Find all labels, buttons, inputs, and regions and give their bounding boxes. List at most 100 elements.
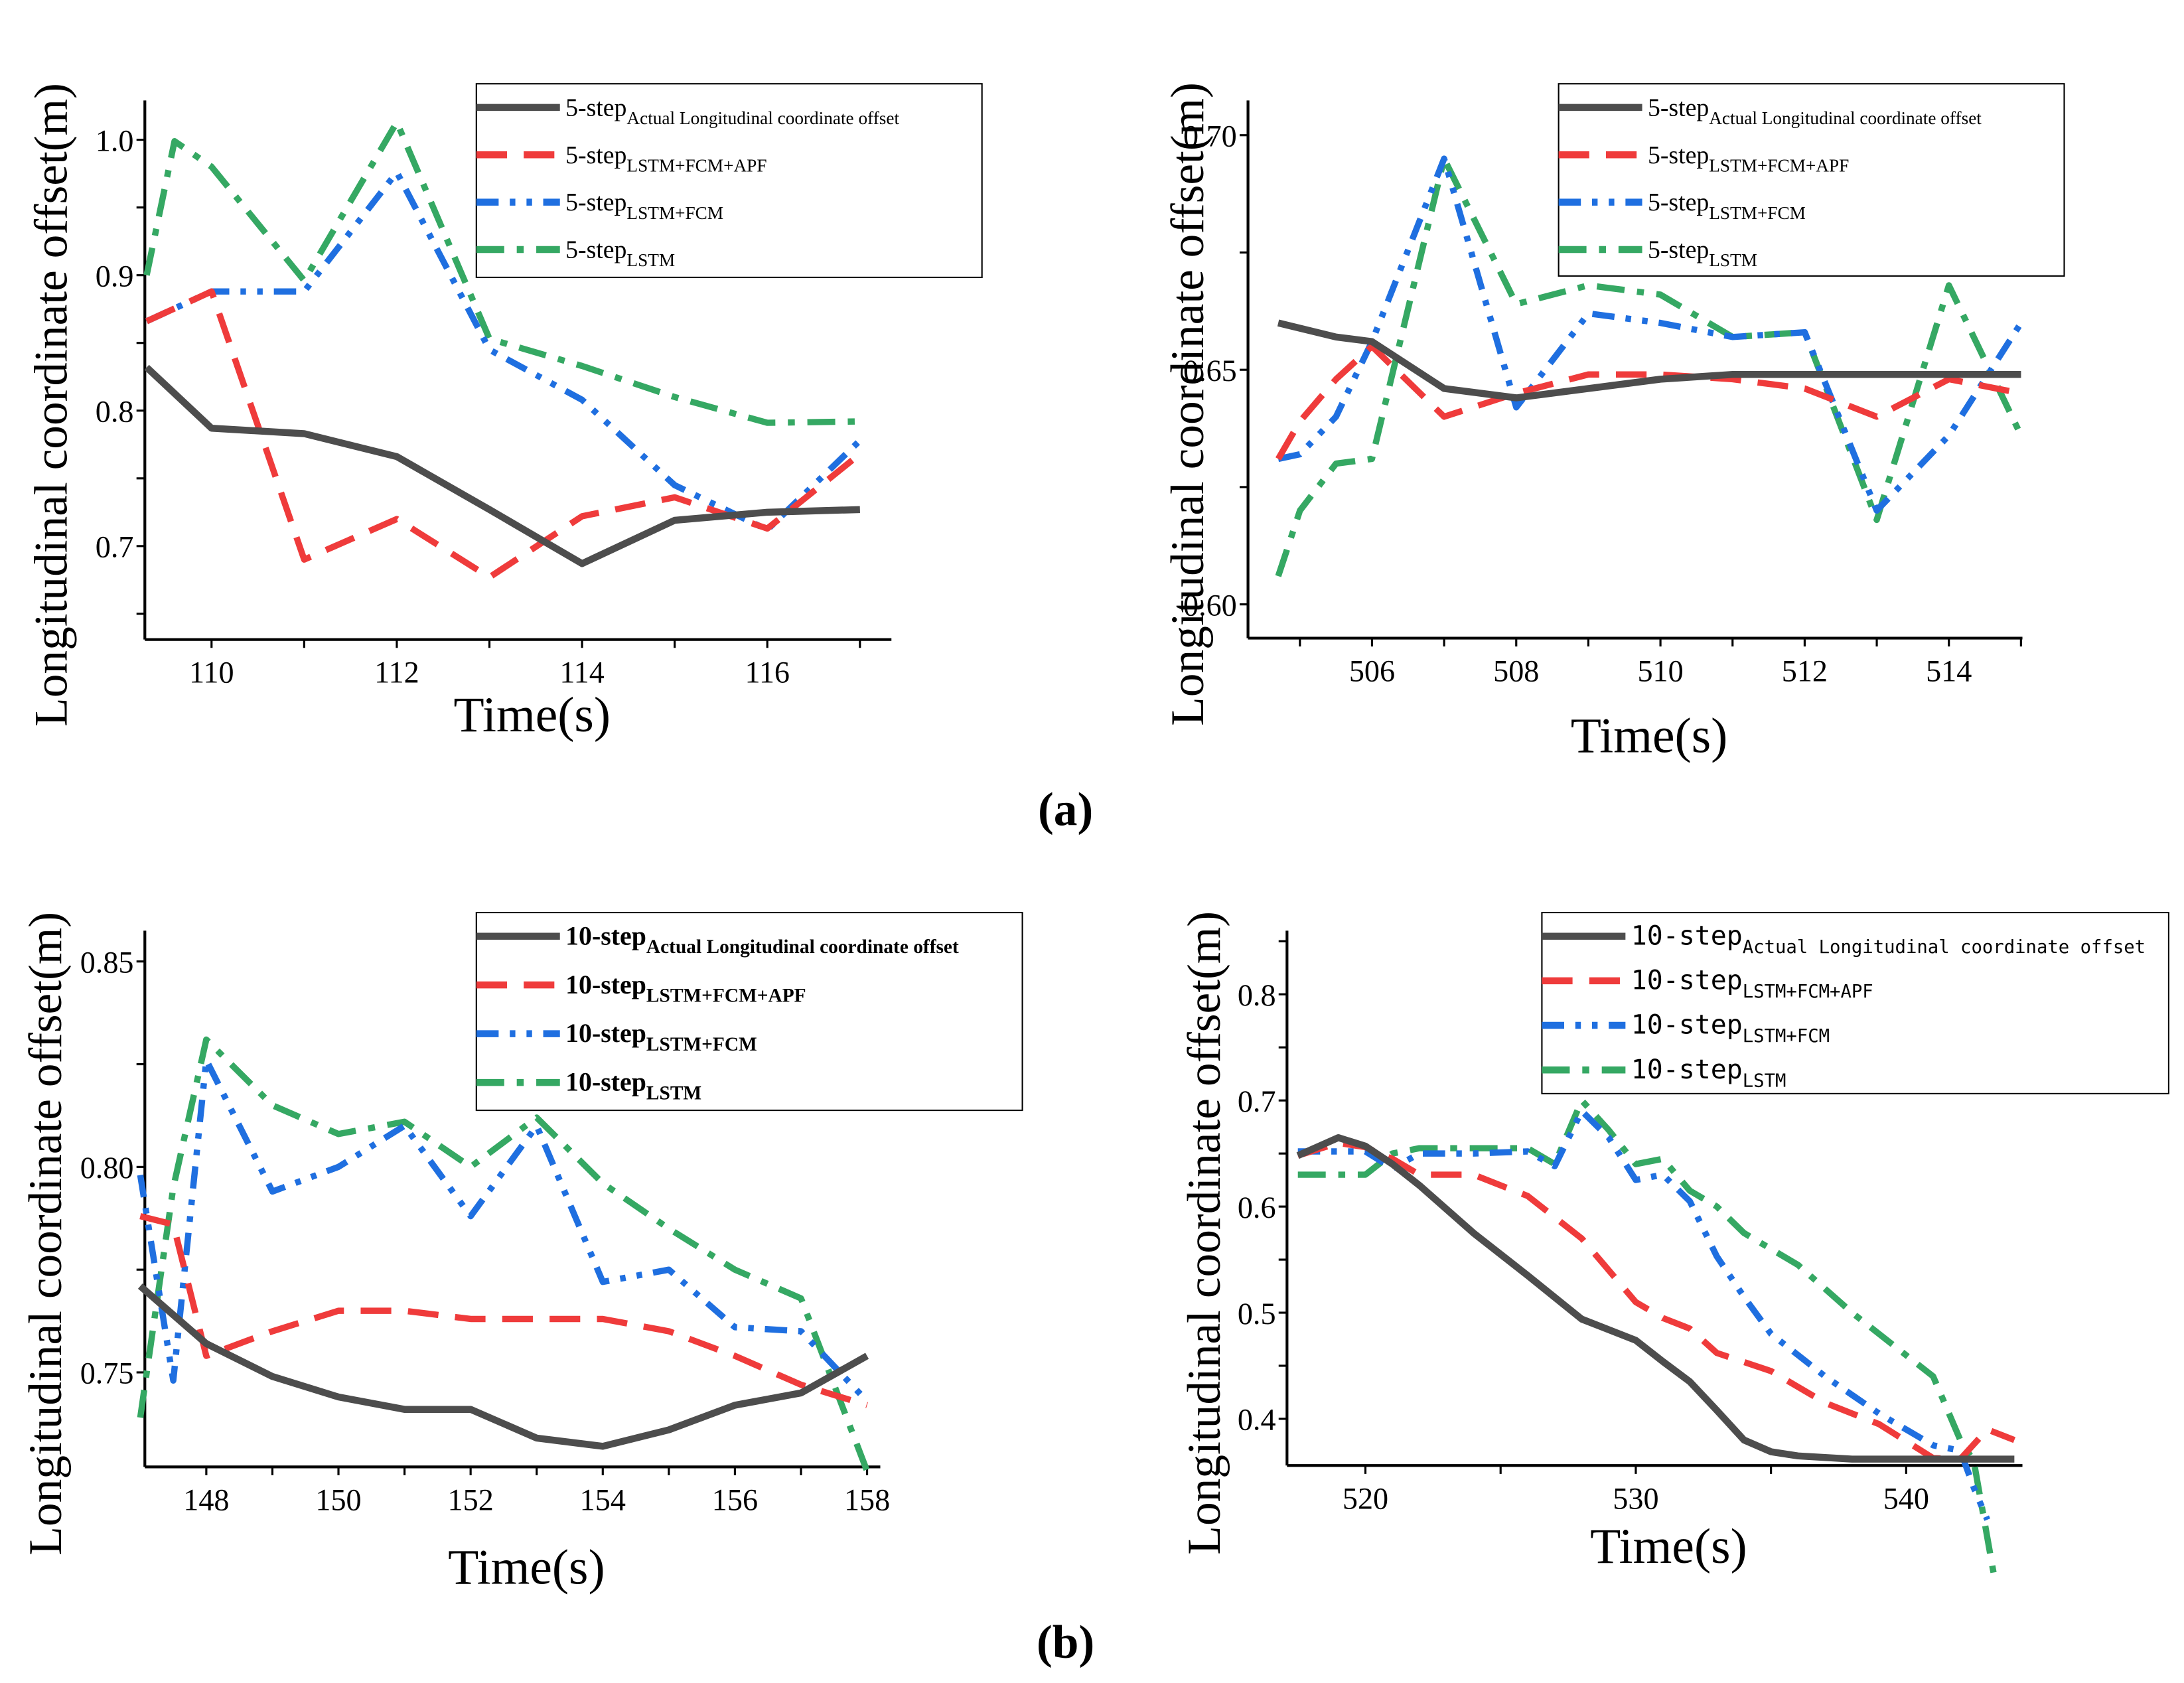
series-line-actual-longitudinal-coordinate-offset <box>1296 1134 2015 1463</box>
legend-box <box>475 911 1023 1112</box>
chart-2: 506 508 510 512 514 0.60 0.65 0.70Longitudinal … <box>1161 82 2065 764</box>
series-line-lstm <box>1275 155 2024 577</box>
legend-entry: 10-stepActual Longitudinal coordinate of… <box>1631 920 2146 958</box>
x-tick-label: 112 <box>374 656 419 690</box>
legend-prefix: 5-step <box>565 141 626 169</box>
y-tick-label: 0.65 <box>1183 354 1237 388</box>
legend-entry: 5-stepActual Longitudinal coordinate off… <box>565 94 899 128</box>
series-line-lstm <box>1297 1097 1999 1584</box>
series-line-lstm-fcm-apf <box>139 1213 868 1408</box>
x-axis-label: Time(s) <box>454 688 611 743</box>
y-tick-label: 0.70 <box>1183 119 1237 153</box>
series-line-actual-longitudinal-coordinate-offset <box>144 364 860 567</box>
legend: 5-stepActual Longitudinal coordinate off… <box>475 83 983 279</box>
y-tick-label: 0.6 <box>1238 1191 1276 1224</box>
x-tick-label: 110 <box>189 656 234 690</box>
legend-entry: 10-stepLSTM+FCM+APF <box>565 970 806 1007</box>
series-line-actual-longitudinal-coordinate-offset <box>137 1283 869 1450</box>
x-tick-label: 520 <box>1343 1481 1388 1515</box>
legend-box <box>1558 83 2065 277</box>
x-tick-label: 156 <box>712 1483 758 1516</box>
legend-entry: 10-stepLSTM <box>565 1067 701 1104</box>
legend-entry: 5-stepActual Longitudinal coordinate off… <box>1648 94 1982 128</box>
x-tick-label: 154 <box>580 1483 626 1516</box>
legend-prefix: 5-step <box>1648 236 1709 264</box>
legend-subscript: LSTM+FCM <box>1709 203 1806 223</box>
legend: 10-stepActual Longitudinal coordinate of… <box>475 911 1023 1112</box>
x-tick-label: 148 <box>183 1483 229 1516</box>
x-axis-label: Time(s) <box>448 1540 605 1595</box>
y-tick-label: 0.8 <box>96 395 134 429</box>
legend-subscript: LSTM+FCM <box>1743 1026 1830 1047</box>
legend-prefix: 5-step <box>565 236 626 264</box>
legend-prefix: 10-step <box>565 1067 646 1097</box>
legend-subscript: LSTM+FCM <box>646 1034 757 1055</box>
legend-prefix: 5-step <box>1648 141 1709 169</box>
x-tick-label: 114 <box>559 656 605 690</box>
x-tick-label: 530 <box>1613 1481 1658 1515</box>
series-line-lstm-fcm <box>1297 1108 1990 1521</box>
y-tick-label: 0.5 <box>1238 1297 1276 1331</box>
x-tick-label: 510 <box>1637 654 1683 688</box>
x-tick-label: 152 <box>448 1483 494 1516</box>
legend-subscript: Actual Longitudinal coordinate offset <box>1743 937 2146 958</box>
legend-entry: 5-stepLSTM <box>565 236 675 271</box>
y-tick-label: 0.7 <box>96 530 134 564</box>
series-line-lstm-fcm <box>137 1057 869 1404</box>
x-tick-label: 512 <box>1782 654 1828 688</box>
series-line-lstm <box>137 1036 870 1473</box>
legend-entry: 5-stepLSTM+FCM <box>1648 188 1806 223</box>
y-axis-label: Longitudinal coordinate offset(m) <box>1178 911 1230 1555</box>
legend-entry: 10-stepLSTM+FCM <box>1631 1010 1830 1047</box>
y-tick-label: 1.0 <box>96 123 134 157</box>
legend-box <box>1541 911 2169 1094</box>
legend-subscript: LSTM <box>646 1082 701 1104</box>
legend-prefix: 5-step <box>1648 188 1709 216</box>
legend-subscript: Actual Longitudinal coordinate offset <box>626 108 899 128</box>
legend-entry: 5-stepLSTM+FCM+APF <box>1648 141 1849 176</box>
x-axis-label: Time(s) <box>1590 1519 1747 1574</box>
legend-prefix: 10-step <box>565 970 646 999</box>
legend-prefix: 10-step <box>565 1018 646 1048</box>
y-tick-label: 0.80 <box>80 1151 134 1185</box>
legend-entry: 5-stepLSTM+FCM <box>565 188 723 223</box>
y-axis-label: Longitudinal coordinate offset(m) <box>1161 82 1214 726</box>
chart-1: 110 112 114 116 0.7 0.8 0.9 1.0 Longitudinal coo… <box>25 83 983 743</box>
legend-entry: 5-stepLSTM <box>1648 236 1757 271</box>
y-tick-label: 0.7 <box>1238 1084 1276 1118</box>
series-line-lstm-fcm-apf <box>1275 343 2022 461</box>
x-tick-label: 150 <box>315 1483 361 1516</box>
legend-entry: 10-stepLSTM+FCM <box>565 1018 757 1055</box>
x-tick-label: 508 <box>1493 654 1539 688</box>
chart-3: 148 150 152 154 156 158 0.75 0.80 0.85Longitudin… <box>19 912 1023 1595</box>
y-tick-label: 0.8 <box>1238 978 1276 1012</box>
legend-prefix: 10-step <box>1631 920 1743 951</box>
y-tick-label: 0.9 <box>96 259 134 293</box>
y-axis-label: Longitudinal coordinate offset(m) <box>25 83 77 727</box>
series-line-lstm-fcm-apf <box>1297 1139 2016 1463</box>
legend-subscript: LSTM+FCM+APF <box>646 985 806 1006</box>
x-tick-label: 540 <box>1883 1481 1929 1515</box>
legend-subscript: LSTM <box>1709 250 1757 270</box>
y-tick-label: 0.75 <box>80 1356 134 1390</box>
y-tick-label: 0.85 <box>80 946 134 980</box>
legend-subscript: LSTM+FCM+APF <box>1709 155 1849 175</box>
panel-label-a: (a) <box>1038 783 1093 836</box>
legend-prefix: 10-step <box>1631 1010 1743 1041</box>
x-tick-label: 514 <box>1926 654 1972 688</box>
x-tick-label: 506 <box>1349 654 1395 688</box>
panel-label-b: (b) <box>1037 1616 1094 1668</box>
y-tick-label: 0.60 <box>1183 588 1237 622</box>
legend-box <box>475 83 983 279</box>
legend-subscript: LSTM+FCM+APF <box>626 155 766 175</box>
series-line-actual-longitudinal-coordinate-offset <box>1277 319 2021 402</box>
legend-subscript: Actual Longitudinal coordinate offset <box>1709 108 1982 128</box>
legend-subscript: LSTM+FCM+APF <box>1743 982 1873 1002</box>
y-tick-label: 0.4 <box>1238 1403 1276 1437</box>
legend-prefix: 10-step <box>1631 965 1743 995</box>
legend-prefix: 10-step <box>1631 1055 1743 1085</box>
legend-prefix: 5-step <box>1648 94 1709 121</box>
legend: 5-stepActual Longitudinal coordinate off… <box>1558 83 2065 277</box>
